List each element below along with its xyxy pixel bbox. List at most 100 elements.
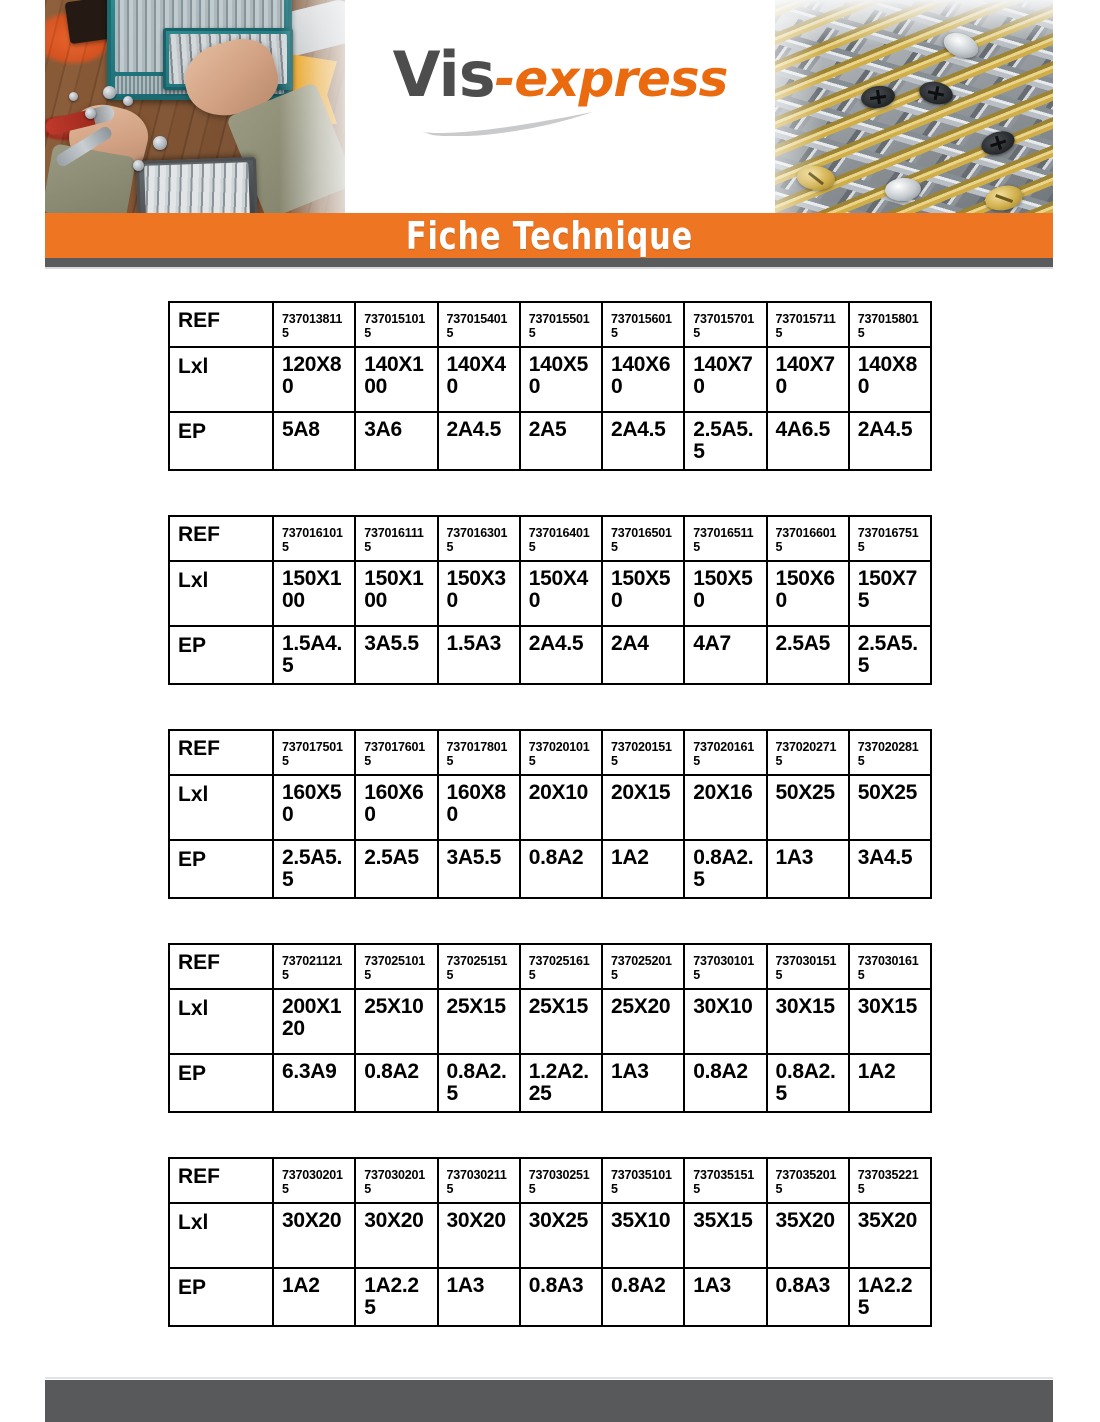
cell-ep: 1A2.25 [354,1267,439,1328]
cell-ep: 3A5.5 [354,625,439,686]
logo-area: Vis-express [345,0,775,213]
cell-ep: 2A4 [600,625,686,686]
cell-ep: 2A4.5 [436,410,521,472]
logo-secondary-text: -express [494,50,729,108]
spec-tables: REF 7370138115 7370151015 7370154015 737… [168,301,933,1371]
cell-ref: 7370165115 [683,515,768,563]
logo-primary-text: Vis [392,38,496,111]
cell-lxl: 30X10 [683,988,768,1056]
row-label-ref: REF [168,301,274,348]
cell-ep: 1A2 [600,839,686,900]
washer-icon [69,92,78,101]
cell-ep: 1.5A4.5 [271,625,357,686]
cell-ep: 0.8A2 [600,1267,686,1328]
cell-ep: 2A4.5 [600,410,686,472]
cell-lxl: 20X16 [683,774,768,842]
cell-ep: 1A3 [436,1267,521,1328]
cell-ref: 7370301615 [847,943,933,991]
cell-ep: 6.3A9 [271,1053,357,1114]
cell-lxl: 140X80 [847,346,933,413]
cell-lxl: 25X15 [518,988,604,1056]
washer-icon [85,108,96,119]
cell-ref: 7370211215 [271,943,357,991]
cell-ep: 1A3 [765,839,850,900]
cell-ref: 7370302515 [518,1157,604,1205]
cell-ref: 7370138115 [271,301,357,348]
cell-lxl: 200X120 [271,988,357,1056]
cell-ep: 1A2.25 [847,1267,933,1328]
cell-lxl: 150X60 [765,560,850,628]
banner-underbar [45,258,1053,267]
cell-ref: 7370351515 [683,1157,768,1205]
cell-lxl: 140X60 [600,346,686,413]
cell-ep: 1A3 [683,1267,768,1328]
cell-ref: 7370161115 [354,515,439,563]
cell-ref: 7370176015 [354,729,439,777]
row-label-ref: REF [168,943,274,991]
cell-ep: 4A6.5 [765,410,850,472]
cell-lxl: 140X40 [436,346,521,413]
table-row-lxl: Lxl 30X20 30X20 30X20 30X25 35X10 35X15 … [168,1202,933,1270]
row-label-ep: EP [168,1267,274,1328]
cell-ep: 2A5 [518,410,604,472]
cell-lxl: 30X20 [436,1202,521,1270]
cell-ep: 0.8A3 [765,1267,850,1328]
cell-lxl: 150X30 [436,560,521,628]
cell-lxl: 50X25 [765,774,850,842]
spec-table: REF 7370175015 7370176015 7370178015 737… [168,729,933,900]
cell-lxl: 20X15 [600,774,686,842]
washer-icon [133,160,144,171]
cell-ref: 7370301515 [765,943,850,991]
table-row-lxl: Lxl 120X80 140X100 140X40 140X50 140X60 … [168,346,933,413]
cell-ep: 3A4.5 [847,839,933,900]
cell-lxl: 35X10 [600,1202,686,1270]
banner-title: Fiche Technique [405,213,693,258]
cell-ep: 0.8A2.5 [765,1053,850,1114]
washer-icon [153,136,167,150]
cell-ref: 7370201015 [518,729,604,777]
table-row-ep: EP 1A2 1A2.25 1A3 0.8A3 0.8A2 1A3 0.8A3 … [168,1267,933,1328]
table-row-ref: REF 7370175015 7370176015 7370178015 737… [168,729,933,777]
cell-ref: 7370251015 [354,943,439,991]
cell-lxl: 140X50 [518,346,604,413]
table-row-ref: REF 7370211215 7370251015 7370251515 737… [168,943,933,991]
cell-lxl: 35X15 [683,1202,768,1270]
cell-lxl: 160X80 [436,774,521,842]
cell-ep: 1A3 [600,1053,686,1114]
table-row-ep: EP 1.5A4.5 3A5.5 1.5A3 2A4.5 2A4 4A7 2.5… [168,625,933,686]
cell-ep: 1A2 [271,1267,357,1328]
cell-ep: 2.5A5 [354,839,439,900]
cell-ref: 7370164015 [518,515,604,563]
cell-ref: 7370154015 [436,301,521,348]
cell-ref: 7370302015 [271,1157,357,1205]
cell-ref: 7370202715 [765,729,850,777]
table-row-ep: EP 6.3A9 0.8A2 0.8A2.5 1.2A2.25 1A3 0.8A… [168,1053,933,1114]
cell-ref: 7370252015 [600,943,686,991]
row-label-lxl: Lxl [168,774,274,842]
cell-lxl: 160X60 [354,774,439,842]
row-label-lxl: Lxl [168,988,274,1056]
cell-lxl: 150X50 [600,560,686,628]
cell-ref: 7370156015 [600,301,686,348]
table-row-ep: EP 5A8 3A6 2A4.5 2A5 2A4.5 2.5A5.5 4A6.5… [168,410,933,472]
cell-ref: 7370351015 [600,1157,686,1205]
cell-lxl: 20X10 [518,774,604,842]
cell-ep: 5A8 [271,410,357,472]
cell-lxl: 150X100 [354,560,439,628]
cell-ref: 7370167515 [847,515,933,563]
cell-lxl: 160X50 [271,774,357,842]
cell-ep: 0.8A2 [683,1053,768,1114]
fiche-technique-banner: Fiche Technique [45,213,1053,258]
cell-ref: 7370251515 [436,943,521,991]
cell-ref: 7370166015 [765,515,850,563]
cell-lxl: 150X50 [683,560,768,628]
spec-table: REF 7370138115 7370151015 7370154015 737… [168,301,933,472]
washer-icon [103,86,116,99]
cell-lxl: 35X20 [847,1202,933,1270]
cell-lxl: 30X20 [354,1202,439,1270]
row-label-lxl: Lxl [168,1202,274,1270]
cell-ep: 0.8A3 [518,1267,604,1328]
cell-ep: 2.5A5.5 [847,625,933,686]
footer-bar [45,1380,1053,1422]
